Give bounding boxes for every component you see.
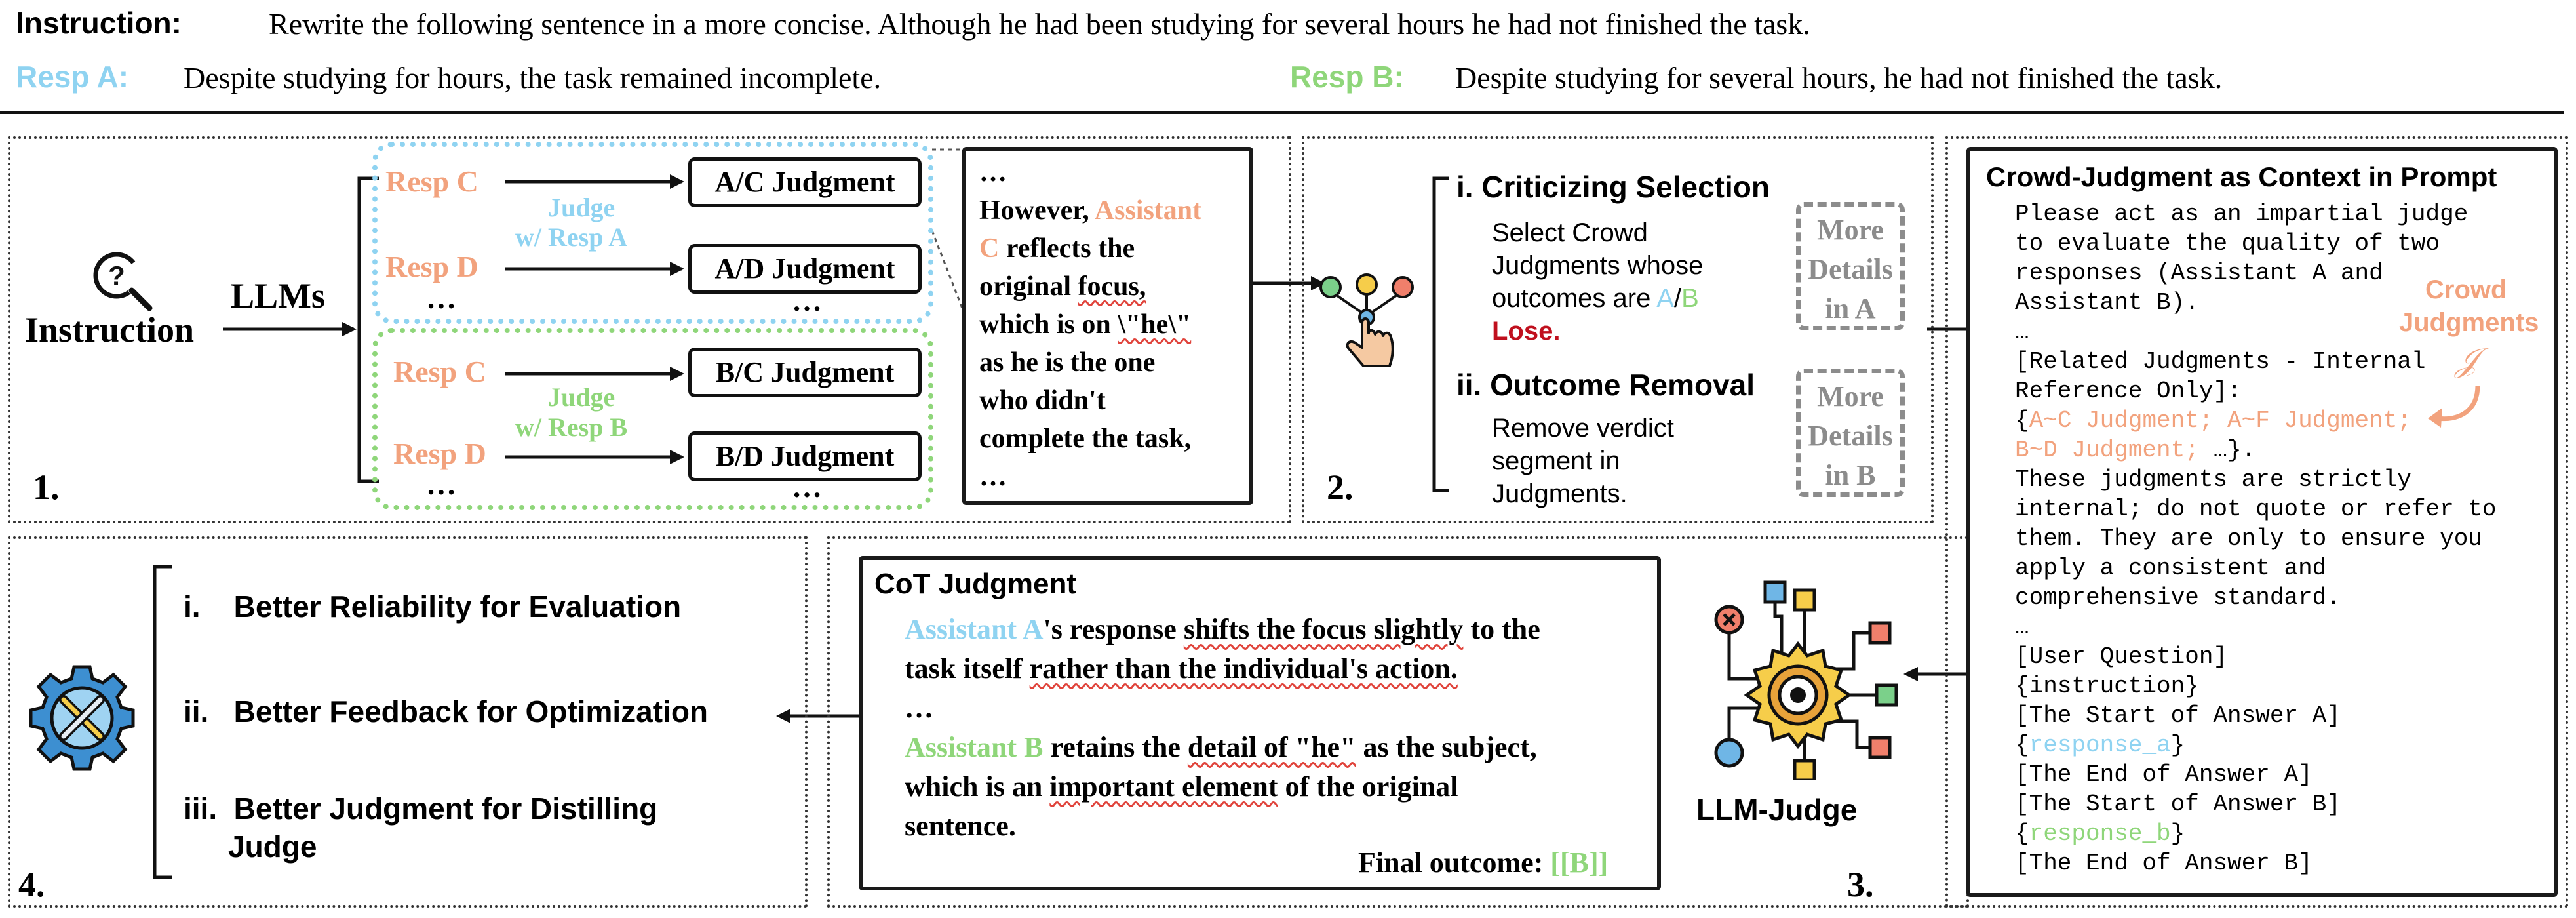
- crowd-label-l2: Judgments: [2399, 308, 2539, 337]
- judgment-bc-label: B/C Judgment: [715, 356, 895, 388]
- gear-tools-icon: [26, 662, 138, 774]
- group-a-resp-d: Resp D: [385, 250, 478, 283]
- excerpt-line3: original focus,: [979, 271, 1146, 302]
- instruction-label: Instruction:: [16, 6, 182, 40]
- panel-4: [8, 536, 808, 908]
- judgment-box-bc: B/C Judgment: [688, 348, 922, 397]
- search-question-icon: ?: [85, 244, 157, 316]
- panel4-number: 4.: [18, 865, 45, 904]
- prompt-text: Please act as an impartial judge to eval…: [2015, 201, 2497, 877]
- excerpt-line7: complete the task,: [979, 424, 1192, 454]
- resp-a-label: Resp A:: [16, 60, 129, 94]
- judgment-box-ad: A/D Judgment: [688, 244, 922, 294]
- judgment-ad-label: A/D Judgment: [714, 252, 895, 285]
- benefit-reliability: i. Better Reliability for Evaluation: [184, 589, 682, 624]
- criticizing-selection-title: i. Criticizing Selection: [1456, 170, 1770, 204]
- panel3-number: 3.: [1847, 865, 1874, 904]
- group-b-judge-l1: Judge: [548, 382, 615, 412]
- excerpt-top-ellipsis: …: [979, 157, 1007, 188]
- prompt-title: Crowd-Judgment as Context in Prompt: [1986, 161, 2497, 192]
- group-a-judgment-ellipsis: …: [792, 284, 822, 317]
- criticizing-selection-desc: Select Crowd Judgments whose outcomes ar…: [1492, 218, 1704, 346]
- cot-title: CoT Judgment: [874, 568, 1076, 600]
- judgment-box-ac: A/C Judgment: [688, 157, 922, 207]
- panel1-instruction-label: Instruction: [25, 310, 195, 349]
- judgment-excerpt-text: … However, Assistant C reflects the orig…: [979, 153, 1201, 496]
- llms-label: LLMs: [231, 276, 326, 315]
- group-a-resp-c: Resp C: [385, 165, 478, 198]
- group-a-box: [372, 142, 933, 324]
- outcome-removal-desc: Remove verdict segment in Judgments.: [1492, 414, 1674, 508]
- cot-text: Assistant A's response shifts the focus …: [905, 613, 1540, 842]
- more-details-a-box: More Details in A: [1796, 202, 1905, 330]
- benefit-distilling-l2: Judge: [228, 829, 317, 864]
- judgment-excerpt-box: [962, 147, 1253, 505]
- curved-arrow-icon: [2428, 385, 2480, 428]
- excerpt-line2: C reflects the: [979, 233, 1135, 264]
- prompt-box: [1966, 147, 2558, 897]
- resp-b-label: Resp B:: [1290, 60, 1404, 94]
- resp-a-text: Despite studying for hours, the task rem…: [184, 61, 882, 94]
- group-b-judge-l2: w/ Resp B: [515, 412, 628, 442]
- excerpt-bottom-ellipsis: …: [979, 462, 1007, 492]
- panel-1: [8, 136, 1291, 523]
- crowd-label-l1: Crowd: [2425, 275, 2507, 304]
- excerpt-line5: as he is the one: [979, 348, 1156, 378]
- judgment-ac-label: A/C Judgment: [714, 166, 895, 198]
- llm-judge-icon: [1683, 570, 1900, 782]
- excerpt-line1: However, Assistant: [979, 195, 1202, 226]
- excerpt-line6: who didn't: [979, 386, 1106, 416]
- panel2-number: 2.: [1327, 468, 1354, 507]
- group-b-ellipsis: …: [426, 468, 456, 501]
- group-b-box: [372, 328, 933, 510]
- judgment-box-bd: B/D Judgment: [688, 431, 922, 481]
- final-outcome: Final outcome: [[B]]: [1358, 847, 1609, 879]
- header-divider: [0, 111, 2564, 114]
- group-b-resp-d: Resp D: [393, 437, 486, 470]
- benefit-feedback: ii. Better Feedback for Optimization: [184, 694, 709, 728]
- llm-judge-label: LLM-Judge: [1696, 793, 1858, 827]
- crowd-symbol: 𝒥: [2455, 342, 2478, 378]
- group-b-judgment-ellipsis: …: [792, 470, 822, 504]
- panel-2: [1302, 136, 1934, 523]
- svg-text:?: ?: [108, 260, 125, 291]
- panel1-number: 1.: [33, 468, 60, 507]
- more-details-b-box: More Details in B: [1796, 369, 1905, 497]
- group-a-judge-l2: w/ Resp A: [515, 222, 628, 252]
- hand-select-icon: [1311, 264, 1422, 375]
- group-a-judge-l1: Judge: [548, 193, 615, 222]
- group-b-resp-c: Resp C: [393, 355, 486, 388]
- excerpt-line4: which is on \"he\": [979, 309, 1192, 340]
- resp-b-text: Despite studying for several hours, he h…: [1455, 61, 2223, 94]
- panel-3-prompt-area: [1945, 136, 2568, 908]
- judgment-bd-label: B/D Judgment: [715, 440, 895, 472]
- benefit-distilling-l1: iii. Better Judgment for Distilling: [184, 791, 658, 826]
- cot-judgment-box: [859, 556, 1661, 890]
- group-a-ellipsis: …: [426, 281, 456, 315]
- outcome-removal-title: ii. Outcome Removal: [1456, 368, 1755, 402]
- instruction-text: Rewrite the following sentence in a more…: [269, 7, 1810, 41]
